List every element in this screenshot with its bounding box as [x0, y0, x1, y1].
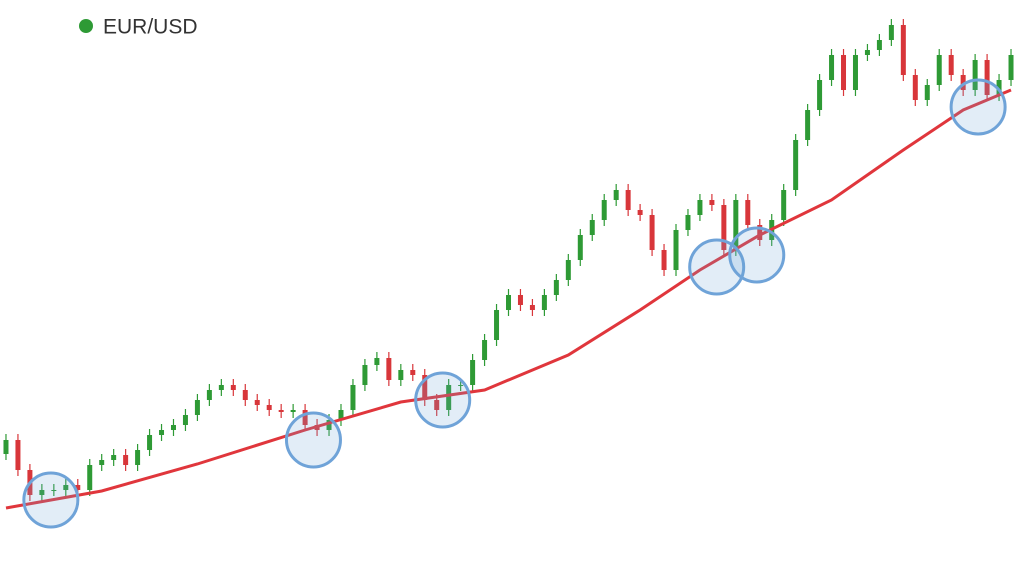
candle-body — [470, 360, 476, 385]
candle-body — [517, 295, 523, 305]
candle-body — [75, 485, 81, 490]
candle-body — [900, 25, 906, 75]
candle-body — [39, 490, 45, 495]
candle-body — [266, 405, 272, 410]
candle-body — [565, 260, 571, 280]
candle-body — [1008, 55, 1014, 80]
candle-body — [362, 365, 368, 385]
candle-body — [948, 55, 954, 75]
candle-body — [422, 375, 428, 400]
candle-body — [290, 410, 296, 412]
candle-body — [386, 358, 392, 380]
candle-body — [206, 390, 212, 400]
candle-body — [685, 215, 691, 230]
candle-body — [63, 485, 69, 490]
candle-body — [733, 200, 739, 250]
candle-body — [182, 415, 188, 425]
moving-average-line — [5, 88, 1012, 510]
candle-body — [924, 85, 930, 100]
candle-body — [721, 205, 727, 250]
candle-body — [649, 215, 655, 250]
candle-body — [230, 385, 236, 390]
candle-body — [673, 230, 679, 270]
candle-body — [135, 450, 141, 465]
candle-body — [852, 55, 858, 90]
candle-body — [170, 425, 176, 430]
candle-body — [494, 310, 500, 340]
candle-body — [936, 55, 942, 85]
candle-body — [601, 200, 607, 220]
candle-body — [745, 200, 751, 225]
candle-body — [15, 440, 21, 470]
candle-body — [817, 80, 823, 110]
candle-body — [912, 75, 918, 100]
highlight-circle — [728, 226, 786, 284]
candle-body — [123, 455, 129, 465]
legend-marker — [79, 19, 93, 33]
candle-body — [589, 220, 595, 235]
legend-label: EUR/USD — [103, 16, 198, 39]
legend: EUR/USD — [79, 16, 198, 39]
candle-body — [529, 305, 535, 310]
candle-body — [338, 410, 344, 420]
candle-body — [458, 385, 464, 386]
candle-body — [99, 460, 105, 465]
candle-body — [613, 190, 619, 200]
candle-body — [506, 295, 511, 310]
candle-body — [159, 430, 165, 435]
candle-body — [350, 385, 356, 410]
candle-body — [996, 80, 1002, 95]
candle-body — [637, 210, 643, 215]
candle-body — [398, 370, 404, 380]
candle-body — [709, 200, 715, 205]
candle-body — [434, 400, 440, 410]
candle-body — [984, 60, 990, 95]
candle-body — [781, 190, 787, 220]
candle-body — [829, 55, 835, 80]
candle-body — [147, 435, 153, 450]
candle-body — [864, 50, 870, 55]
candle-body — [194, 400, 200, 415]
candles — [3, 19, 1014, 501]
candle-body — [410, 370, 416, 375]
highlight-circle — [949, 78, 1007, 136]
candle-body — [242, 390, 248, 400]
candle-body — [326, 420, 332, 430]
candle-body — [87, 465, 93, 490]
candle-body — [876, 40, 882, 50]
candle-body — [625, 190, 631, 210]
candle-body — [482, 340, 488, 360]
candle-body — [374, 358, 380, 365]
candle-body — [841, 55, 847, 90]
candle-body — [51, 490, 57, 491]
candle-body — [541, 295, 547, 310]
candle-body — [218, 385, 224, 390]
highlight-circle — [284, 411, 342, 469]
highlight-circle — [414, 371, 472, 429]
candle-body — [697, 200, 703, 215]
candle-body — [553, 280, 559, 295]
candle-body — [577, 235, 583, 260]
highlight-circle — [22, 471, 80, 529]
candle-body — [302, 410, 308, 425]
candle-body — [254, 400, 260, 405]
candle-body — [3, 440, 9, 454]
candle-body — [278, 410, 284, 412]
candle-body — [805, 110, 811, 140]
candle-body — [446, 385, 452, 410]
candle-body — [757, 225, 763, 240]
candle-body — [793, 140, 799, 190]
candle-body — [888, 25, 894, 40]
candle-body — [661, 250, 667, 270]
candle-body — [972, 60, 978, 90]
candle-body — [111, 455, 117, 460]
candle-body — [960, 75, 966, 90]
